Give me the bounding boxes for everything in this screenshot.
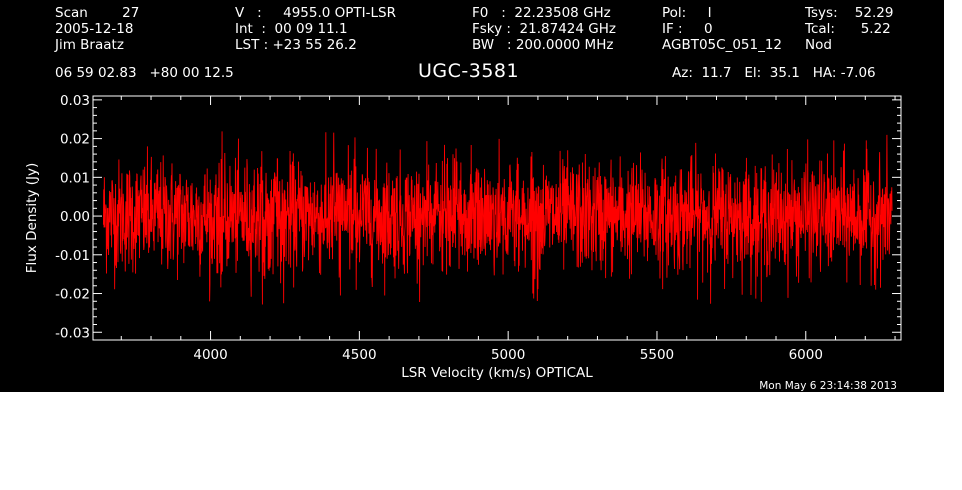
y-tick-label: -0.02 [55,287,90,303]
pointing-info: Az: 11.7 El: 35.1 HA: -7.06 [672,65,876,81]
spectrum-trace-group [102,131,893,305]
tcal-field: Tcal: 5.22 [805,21,891,37]
integration-time-field: Int : 00 09 11.1 [235,21,348,37]
source-name: UGC-3581 [418,60,520,82]
y-tick-label: -0.01 [55,248,90,264]
timestamp: Mon May 6 23:14:38 2013 [759,380,897,392]
observation-date: 2005-12-18 [55,21,134,37]
spectrum-chart: 4000 4500 5000 5500 6000 -0.03 -0.02 -0.01 0.00 0… [24,93,902,392]
rest-frequency-field: F0 : 22.23508 GHz [472,5,611,21]
source-coordinates: 06 59 02.83 +80 00 12.5 [55,65,234,81]
header-panel: Scan 27 2005-12-18 Jim Braatz V : 4955.0… [0,0,944,90]
x-tick-label: 6000 [789,347,823,363]
if-field: IF : 0 [662,21,713,37]
sky-frequency-field: Fsky : 21.87424 GHz [472,21,616,37]
x-tick-label: 4000 [193,347,227,363]
y-tick-label: -0.03 [55,325,90,341]
bandwidth-field: BW : 200.0000 MHz [472,37,614,53]
project-id: AGBT05C_051_12 [662,37,783,53]
procedure-field: Nod [805,37,832,53]
y-tick-label: 0.01 [60,170,90,186]
x-axis-label: LSR Velocity (km/s) OPTICAL [401,365,593,381]
x-tick-label: 5500 [640,347,674,363]
tsys-field: Tsys: 52.29 [805,5,894,21]
y-axis-label: Flux Density (Jy) [24,163,40,273]
lst-field: LST : +23 55 26.2 [235,37,357,53]
polarization-field: Pol: I [662,5,712,21]
y-tick-label: 0.02 [60,132,90,148]
x-tick-label: 4500 [342,347,376,363]
observer-name: Jim Braatz [55,37,124,53]
x-tick-label: 5000 [491,347,525,363]
spectrum-line [102,131,893,305]
scan-number: Scan 27 [55,5,140,21]
y-tick-label: 0.03 [60,93,90,109]
axes-group: 4000 4500 5000 5500 6000 -0.03 -0.02 -0.01 0.00 0… [55,93,901,363]
velocity-field: V : 4955.0 OPTI-LSR [235,5,396,21]
plot-frame [92,95,902,341]
y-tick-label: 0.00 [60,209,90,225]
